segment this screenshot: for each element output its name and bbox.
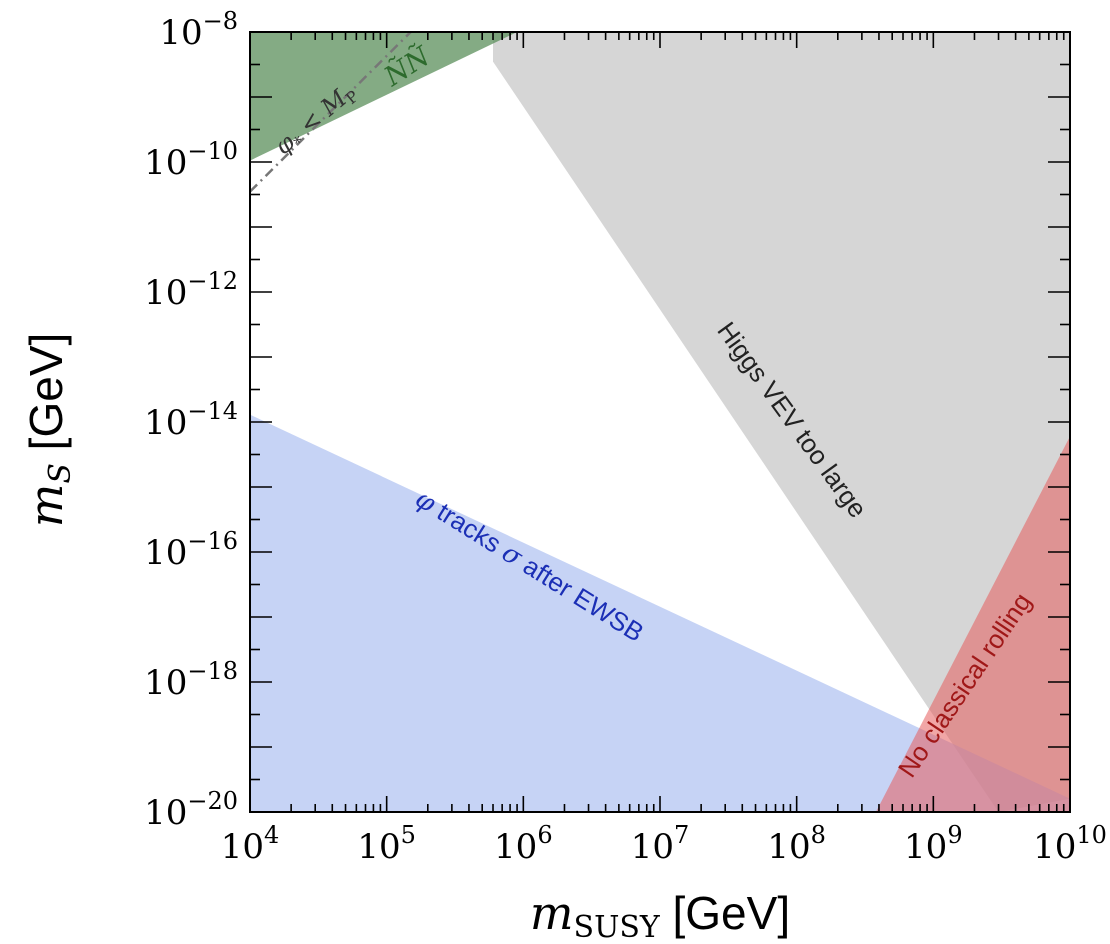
y-axis-title: mS [GeV]	[19, 333, 78, 528]
y-tick-label: 10−12	[144, 267, 238, 313]
x-axis-unit-text: [GeV]	[673, 887, 791, 939]
y-tick-label: 10−20	[144, 787, 238, 833]
y-axis-unit-text: [GeV]	[20, 333, 72, 451]
y-axis-symbol: m	[19, 484, 73, 528]
x-tick-label: 107	[631, 821, 690, 867]
phi-star-mp-boundary-line	[249, 31, 412, 193]
boundary-lines	[249, 31, 412, 193]
x-axis-unit	[660, 887, 673, 939]
y-axis-subscript: S	[43, 463, 78, 484]
x-tick-label: 108	[767, 821, 826, 867]
no-classical-rolling-region	[875, 436, 1070, 812]
x-axis-subscript: SUSY	[574, 910, 661, 944]
axis-tick-labels: 104 105 106 107 108 109 1010 10−20 10−18 10−16 10−…	[144, 7, 1107, 867]
x-tick-label: 105	[357, 821, 416, 867]
x-axis-title: mSUSY [GeV]	[530, 886, 790, 944]
x-tick-label: 106	[494, 821, 553, 867]
y-tick-label: 10−18	[144, 657, 238, 703]
nn-region	[250, 32, 518, 161]
shaded-regions	[250, 32, 1070, 812]
y-axis-unit-space	[20, 450, 72, 463]
x-axis-symbol: m	[530, 886, 574, 940]
x-tick-label: 104	[221, 821, 280, 867]
y-tick-label: 10−16	[144, 527, 238, 573]
phi-tracks-sigma-region	[250, 414, 1070, 812]
x-tick-label: 1010	[1033, 821, 1107, 867]
higgs-vev-region	[493, 32, 1070, 812]
axis-ticks	[249, 31, 1071, 813]
y-tick-label: 10−8	[159, 7, 238, 53]
y-tick-label: 10−14	[144, 397, 238, 443]
y-tick-label: 10−10	[144, 137, 238, 183]
x-tick-label: 109	[904, 821, 963, 867]
